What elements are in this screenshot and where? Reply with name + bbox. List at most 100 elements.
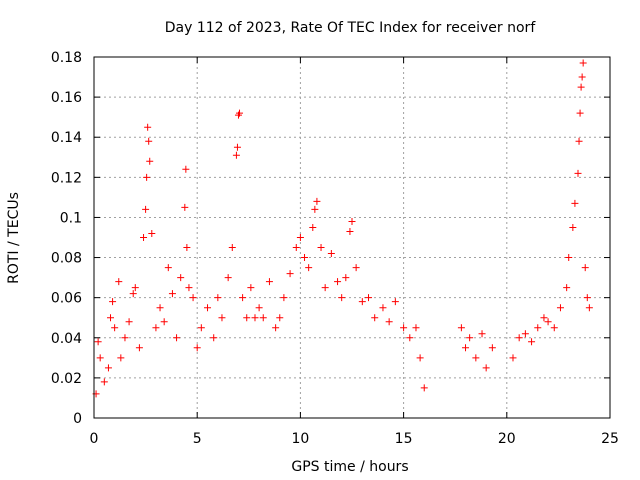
data-point — [94, 338, 102, 346]
data-point — [243, 314, 251, 322]
data-point — [565, 254, 573, 262]
data-point — [509, 354, 517, 362]
data-point — [156, 304, 164, 312]
chart-title: Day 112 of 2023, Rate Of TEC Index for r… — [165, 20, 537, 36]
data-point — [145, 137, 153, 145]
data-point — [457, 324, 465, 332]
data-point — [462, 344, 470, 352]
data-point — [214, 294, 222, 302]
data-point — [104, 364, 112, 372]
data-point — [292, 244, 300, 252]
y-tick-label: 0.16 — [51, 90, 82, 106]
data-point — [578, 73, 586, 81]
data-points — [92, 59, 593, 398]
data-point — [255, 304, 263, 312]
data-point — [528, 338, 536, 346]
data-point — [571, 199, 579, 207]
data-point — [358, 298, 366, 306]
data-point — [129, 290, 137, 298]
data-point — [342, 274, 350, 282]
plot-border — [93, 56, 611, 419]
data-point — [575, 137, 583, 145]
x-tick-label: 5 — [193, 431, 202, 447]
y-tick-label: 0.14 — [51, 130, 82, 146]
data-point — [143, 173, 151, 181]
data-point — [125, 318, 133, 326]
data-point — [109, 298, 117, 306]
data-point — [317, 244, 325, 252]
y-axis-label: ROTI / TECUs — [6, 192, 22, 284]
y-tick-label: 0.08 — [51, 251, 82, 267]
data-point — [581, 264, 589, 272]
data-point — [117, 354, 125, 362]
data-point — [478, 330, 486, 338]
data-point — [327, 250, 335, 258]
data-point — [585, 304, 593, 312]
data-point — [371, 314, 379, 322]
grid-lines — [94, 57, 610, 418]
data-point — [148, 229, 156, 237]
data-point — [482, 364, 490, 372]
data-point — [466, 334, 474, 342]
data-point — [189, 294, 197, 302]
data-point — [534, 324, 542, 332]
data-point — [96, 354, 104, 362]
data-point — [579, 59, 587, 67]
data-point — [177, 274, 185, 282]
data-point — [100, 378, 108, 386]
data-point — [204, 304, 212, 312]
data-point — [412, 324, 420, 332]
data-point — [338, 294, 346, 302]
data-point — [197, 324, 205, 332]
data-point — [168, 290, 176, 298]
data-point — [406, 334, 414, 342]
data-point — [232, 151, 240, 159]
data-point — [121, 334, 129, 342]
data-point — [107, 314, 115, 322]
data-point — [576, 109, 584, 117]
y-tick-label: 0 — [73, 411, 82, 427]
data-point — [488, 344, 496, 352]
data-point — [251, 314, 259, 322]
data-point — [182, 165, 190, 173]
data-point — [348, 217, 356, 225]
data-point — [569, 223, 577, 231]
x-axis-label: GPS time / hours — [291, 459, 408, 475]
data-point — [365, 294, 373, 302]
data-point — [472, 354, 480, 362]
data-point — [583, 294, 591, 302]
data-point — [521, 330, 529, 338]
y-tick-label: 0.12 — [51, 170, 82, 186]
data-point — [540, 314, 548, 322]
data-point — [400, 324, 408, 332]
data-point — [233, 143, 241, 151]
data-point — [236, 109, 244, 117]
y-tick-label: 0.06 — [51, 291, 82, 307]
data-point — [265, 278, 273, 286]
data-point — [391, 298, 399, 306]
data-point — [574, 169, 582, 177]
data-point — [210, 334, 218, 342]
data-point — [544, 318, 552, 326]
x-tick-label: 15 — [395, 431, 413, 447]
data-point — [352, 264, 360, 272]
data-point — [142, 205, 150, 213]
y-tick-label: 0.1 — [60, 210, 82, 226]
data-point — [140, 234, 148, 241]
x-tick-label: 25 — [601, 431, 619, 447]
plot-frame — [93, 56, 611, 419]
data-point — [346, 227, 354, 235]
data-point — [115, 278, 123, 286]
data-point — [420, 384, 428, 392]
data-point — [313, 197, 321, 205]
x-tick-label: 0 — [90, 431, 99, 447]
x-tick-label: 10 — [291, 431, 309, 447]
data-point — [111, 324, 119, 332]
x-tick-label: 20 — [498, 431, 516, 447]
y-tick-label: 0.02 — [51, 371, 82, 387]
data-point — [309, 223, 317, 231]
data-point — [280, 294, 288, 302]
data-point — [146, 157, 154, 165]
